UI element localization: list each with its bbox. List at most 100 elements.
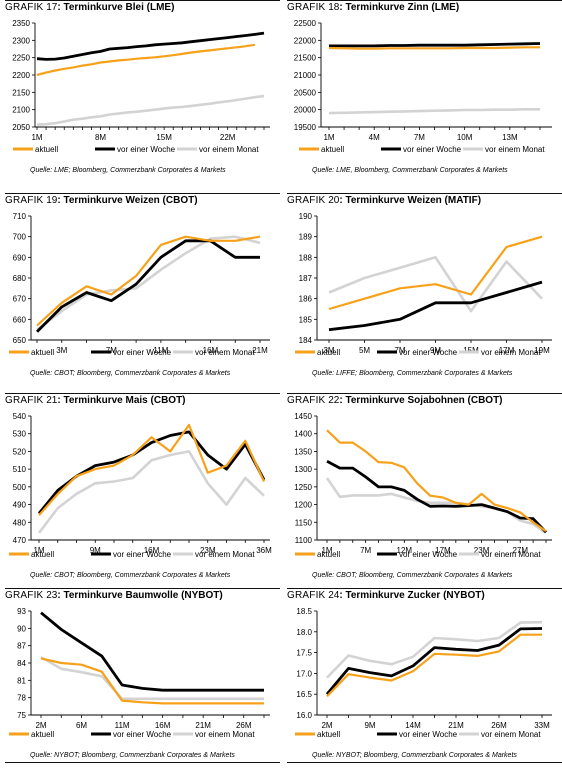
title-text: Terminkurve Mais (CBOT) [63,395,186,406]
x-tick-label: 26M [491,721,507,730]
x-tick-label: 15M [156,133,172,142]
title-number: 17 [46,2,58,13]
x-tick-label: 21M [195,721,211,730]
chart-source: Quelle: CBOT; Bloomberg, Commerzbank Cor… [30,370,231,377]
y-tick-label: 2150 [12,88,30,97]
y-tick-label: 18.5 [296,607,312,616]
y-tick-label: 17.5 [296,649,312,658]
y-tick-label: 540 [13,412,27,421]
legend-label-current: aktuell [317,348,340,357]
y-tick-label: 188 [299,253,313,262]
chart-title: GRAFIK 21: Terminkurve Mais (CBOT) [5,395,186,406]
title-text: Terminkurve Baumwolle (NYBOT) [63,590,223,601]
x-tick-label: 7M [394,346,405,355]
y-tick-label: 87 [17,642,26,651]
title-text: Terminkurve Sojabohnen (CBOT) [345,395,503,406]
x-tick-label: 11M [153,346,168,355]
legend-label-month: vor einem Monat [195,730,255,739]
line-chart-19: 650 660 670 680 690 700 710 3M 7M 11M 16M 21M aktuel… [9,212,270,357]
legend-label-week: vor einer Woche [399,348,458,357]
title-prefix: GRAFIK [5,195,44,206]
title-prefix: GRAFIK [5,590,44,601]
title-number: 20 [328,195,340,206]
chart-title: GRAFIK 17: Terminkurve Blei (LME) [5,2,175,13]
y-tick-label: 2350 [12,19,30,28]
series-line-current [326,633,542,698]
x-tick-label: 17M [435,546,451,555]
y-tick-label: 520 [13,447,27,456]
chart-panel-20: GRAFIK 20: Terminkurve Weizen (MATIF) 18… [287,193,562,383]
y-tick-label: 1100 [295,536,313,545]
series-line-month [36,235,261,331]
title-text: Terminkurve Blei (LME) [63,2,175,13]
x-tick-label: 7M [414,133,425,142]
x-tick-label: 17M [499,346,515,355]
legend-label-month: vor einem Monat [485,145,545,154]
series-line-month [40,656,264,701]
x-tick-label: 2M [35,721,46,730]
chart-title: GRAFIK 20: Terminkurve Weizen (MATIF) [287,195,482,206]
x-tick-label: 8M [95,133,106,142]
title-text: Terminkurve Zinn (LME) [345,2,460,13]
y-tick-label: 2300 [12,36,30,45]
series-line-week [328,280,543,332]
title-number: 21 [46,395,58,406]
series-line-month [326,620,543,679]
x-tick-label: 7M [360,546,371,555]
x-tick-label: 22M [220,133,236,142]
chart-source: Quelle: CBOT; Bloomberg, Commerzbank Cor… [30,572,231,579]
title-prefix: GRAFIK [287,590,326,601]
chart-panel-19: GRAFIK 19: Terminkurve Weizen (CBOT) 650… [5,193,280,383]
series-line-current [326,429,547,533]
top-rule [5,393,280,394]
x-tick-label: 23M [474,546,490,555]
line-chart-24: 16.0 16.5 17.0 17.5 18.0 18.5 2M 9M 14M 21M 26M 33M… [295,607,552,739]
legend-label-month: vor einem Monat [481,348,541,357]
x-tick-label: 16M [144,546,160,555]
chart-source: Quelle: NYBOT; Bloomberg, Commerzbank Co… [312,752,517,759]
line-chart-22: 1100 1150 1200 1250 1300 1350 1400 1450 1M 7M 12M 1… [294,412,552,558]
title-text: Terminkurve Zucker (NYBOT) [345,590,485,601]
x-tick-label: 21M [252,346,268,355]
y-tick-label: 1150 [295,518,313,527]
x-tick-label: 36M [256,546,272,555]
title-text: Terminkurve Weizen (CBOT) [63,195,198,206]
y-tick-label: 500 [13,483,27,492]
series-line-week [325,627,543,696]
chart-title: GRAFIK 19: Terminkurve Weizen (CBOT) [5,195,198,206]
chart-title: GRAFIK 18: Terminkurve Zinn (LME) [287,2,460,13]
y-tick-label: 480 [13,518,27,527]
x-tick-label: 10M [457,133,473,142]
y-tick-label: 187 [299,274,313,283]
chart-panel-24: GRAFIK 24: Terminkurve Zucker (NYBOT) 16… [287,588,562,778]
x-tick-label: 4M [369,133,380,142]
legend-label-week: vor einer Woche [399,730,458,739]
x-tick-label: 5M [359,346,370,355]
y-tick-label: 190 [299,212,313,221]
legend-label-month: vor einem Monat [199,145,259,154]
x-tick-label: 3M [323,346,334,355]
chart-panel-18: GRAFIK 18: Terminkurve Zinn (LME) 19500 2… [287,0,562,190]
y-tick-label: 22000 [294,36,317,45]
line-chart-20: 1841851861871881891903M5M7M9M15M17M19Mak… [295,212,552,357]
y-tick-label: 78 [17,694,26,703]
legend-label-month: vor einem Monat [195,348,255,357]
series-line-month [328,108,540,115]
y-tick-label: 1200 [294,501,312,510]
title-prefix: GRAFIK [287,2,326,13]
legend-label-current: aktuell [35,145,58,154]
x-tick-label: 9M [90,546,101,555]
x-tick-label: 19M [534,346,550,355]
series-line-current [40,657,264,705]
legend-label-week: vor einer Woche [113,550,172,558]
series-line-current [36,235,261,327]
chart-source: Quelle: CBOT; Bloomberg, Commerzbank Cor… [312,572,513,579]
x-tick-label: 13M [502,133,518,142]
title-number: 24 [328,590,340,601]
y-tick-label: 19500 [294,123,317,132]
series-line-month [37,450,265,534]
y-tick-label: 21000 [294,71,317,80]
series-line-week [40,611,264,692]
chart-title: GRAFIK 23: Terminkurve Baumwolle (NYBOT) [5,590,223,601]
x-tick-label: 1M [323,133,334,142]
